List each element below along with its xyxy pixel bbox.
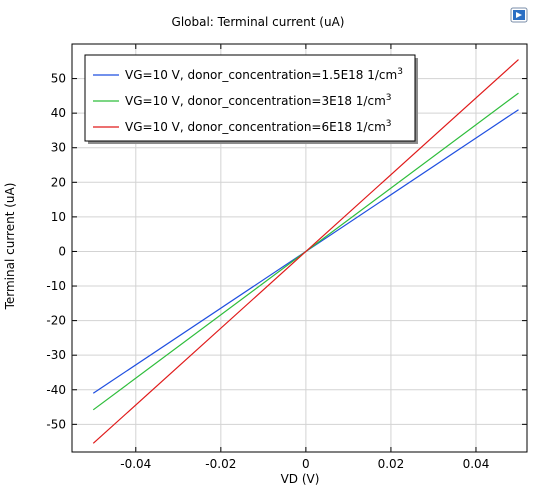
x-axis-label: VD (V) — [281, 472, 320, 486]
y-tick-label: -30 — [46, 348, 66, 362]
y-axis-label: Terminal current (uA) — [3, 183, 17, 311]
x-tick-label: -0.02 — [205, 457, 236, 471]
legend-label: VG=10 V, donor_concentration=6E18 1/cm3 — [125, 119, 392, 134]
legend-box — [84, 54, 416, 142]
legend-label: VG=10 V, donor_concentration=3E18 1/cm3 — [125, 93, 392, 108]
y-tick-label: -50 — [46, 417, 66, 431]
legend-label: VG=10 V, donor_concentration=1.5E18 1/cm… — [125, 67, 403, 82]
y-tick-label: -10 — [46, 279, 66, 293]
x-tick-label: 0.04 — [463, 457, 490, 471]
y-tick-label: 50 — [51, 72, 66, 86]
y-tick-label: 10 — [51, 210, 66, 224]
chart-title: Global: Terminal current (uA) — [172, 15, 345, 29]
legend: VG=10 V, donor_concentration=1.5E18 1/cm… — [84, 54, 418, 144]
x-tick-label: 0 — [302, 457, 310, 471]
y-tick-label: 40 — [51, 106, 66, 120]
y-tick-label: 20 — [51, 175, 66, 189]
y-tick-label: -20 — [46, 314, 66, 328]
export-icon[interactable] — [510, 7, 528, 23]
y-tick-label: 0 — [58, 244, 66, 258]
x-tick-label: 0.02 — [378, 457, 405, 471]
series-lines — [92, 59, 519, 444]
x-tick-label: -0.04 — [120, 457, 151, 471]
series-line — [92, 59, 519, 444]
y-tick-label: -40 — [46, 383, 66, 397]
y-tick-label: 30 — [51, 141, 66, 155]
axis-ticks: -0.04 -0.02 0 0.02 0.04 -50 -40 -30 -20 -10 0 10 20 3… — [46, 44, 527, 471]
